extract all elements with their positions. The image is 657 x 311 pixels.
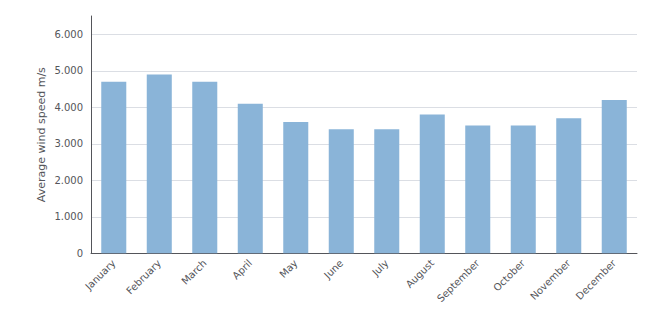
svg-text:November: November xyxy=(528,257,573,302)
svg-text:6.000: 6.000 xyxy=(54,29,83,40)
svg-text:1.000: 1.000 xyxy=(54,211,83,222)
svg-text:3.000: 3.000 xyxy=(54,138,83,149)
svg-text:April: April xyxy=(230,257,254,281)
svg-text:0: 0 xyxy=(77,248,83,259)
svg-text:January: January xyxy=(82,257,117,292)
svg-text:5.000: 5.000 xyxy=(54,65,83,76)
svg-text:May: May xyxy=(277,257,299,279)
svg-text:October: October xyxy=(491,257,528,294)
svg-text:December: December xyxy=(574,257,619,302)
svg-text:July: July xyxy=(369,257,390,278)
svg-text:August: August xyxy=(404,257,437,290)
svg-text:2.000: 2.000 xyxy=(54,175,83,186)
svg-text:Average wind speed m/s: Average wind speed m/s xyxy=(35,67,48,202)
svg-text:4.000: 4.000 xyxy=(54,102,83,113)
svg-text:September: September xyxy=(435,257,482,304)
svg-text:June: June xyxy=(321,257,345,281)
svg-text:March: March xyxy=(179,257,208,286)
svg-text:February: February xyxy=(124,257,163,296)
